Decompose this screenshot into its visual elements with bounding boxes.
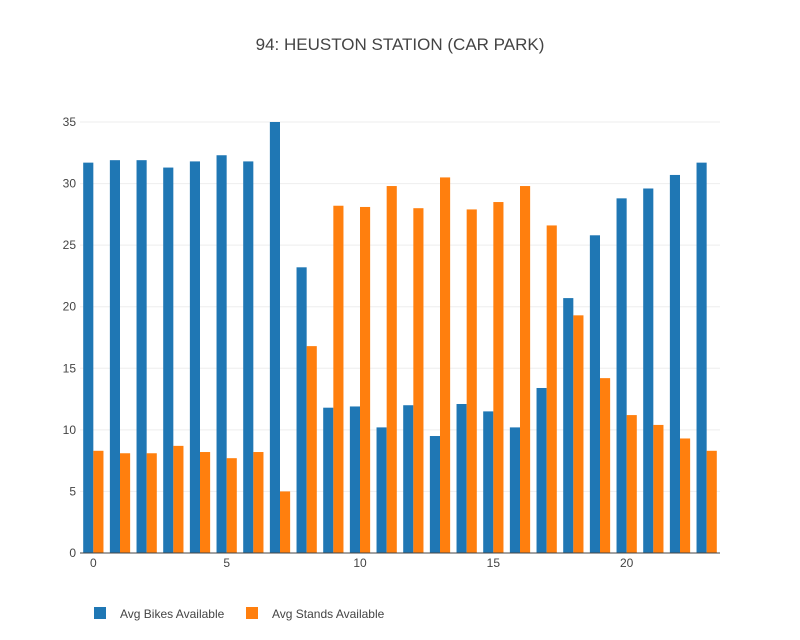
bar-bikes-hour-11[interactable] bbox=[376, 427, 387, 553]
bar-bikes-hour-15[interactable] bbox=[483, 411, 494, 553]
x-tick-label: 0 bbox=[90, 556, 97, 570]
bar-bikes-hour-4[interactable] bbox=[189, 161, 200, 554]
bar-bikes-hour-18[interactable] bbox=[563, 298, 574, 553]
y-tick-label: 15 bbox=[63, 361, 77, 375]
legend-swatch-bikes bbox=[94, 607, 106, 619]
bar-stands-hour-11[interactable] bbox=[386, 186, 397, 553]
bar-stands-hour-9[interactable] bbox=[333, 205, 344, 554]
bar-stands-hour-23[interactable] bbox=[706, 450, 717, 553]
bar-stands-hour-4[interactable] bbox=[200, 452, 211, 553]
bar-stands-hour-7[interactable] bbox=[280, 491, 291, 553]
gridlines bbox=[80, 121, 720, 492]
x-tick-label: 5 bbox=[223, 556, 230, 570]
bar-bikes-hour-0[interactable] bbox=[83, 162, 94, 553]
bar-bikes-hour-22[interactable] bbox=[669, 174, 680, 554]
bar-stands-hour-16[interactable] bbox=[520, 186, 531, 553]
bar-stands-hour-22[interactable] bbox=[680, 438, 691, 553]
bar-stands-hour-8[interactable] bbox=[306, 346, 317, 553]
bar-bikes-hour-8[interactable] bbox=[296, 267, 307, 553]
bar-stands-hour-14[interactable] bbox=[466, 209, 477, 553]
bar-bikes-hour-17[interactable] bbox=[536, 387, 547, 553]
bar-stands-hour-2[interactable] bbox=[146, 453, 157, 553]
y-tick-label: 25 bbox=[63, 238, 77, 252]
bar-stands-hour-5[interactable] bbox=[226, 458, 237, 553]
legend[interactable]: Avg Bikes Available Avg Stands Available bbox=[94, 607, 385, 621]
y-tick-label: 5 bbox=[69, 484, 76, 498]
bar-bikes-hour-1[interactable] bbox=[109, 160, 120, 553]
bar-bikes-hour-21[interactable] bbox=[643, 188, 654, 554]
legend-swatch-stands bbox=[246, 607, 258, 619]
bar-stands-hour-17[interactable] bbox=[546, 225, 557, 553]
bar-bikes-hour-12[interactable] bbox=[403, 405, 414, 553]
y-tick-label: 35 bbox=[63, 115, 77, 129]
y-tick-label: 0 bbox=[69, 546, 76, 560]
bar-bikes-hour-20[interactable] bbox=[616, 198, 627, 553]
chart-title: 94: HEUSTON STATION (CAR PARK) bbox=[256, 35, 545, 54]
bar-stands-hour-21[interactable] bbox=[653, 424, 664, 553]
x-axis-ticks: 0 5 10 15 20 bbox=[90, 556, 634, 570]
y-axis-ticks: 0 5 10 15 20 25 30 35 bbox=[63, 115, 77, 560]
bar-stands-hour-0[interactable] bbox=[93, 450, 104, 553]
legend-item-stands[interactable]: Avg Stands Available bbox=[246, 607, 385, 621]
bar-stands-hour-18[interactable] bbox=[573, 315, 584, 553]
bar-stands-hour-6[interactable] bbox=[253, 452, 264, 553]
bar-stands-hour-3[interactable] bbox=[173, 445, 184, 553]
bar-bikes-hour-13[interactable] bbox=[429, 436, 440, 553]
bar-stands-hour-12[interactable] bbox=[413, 208, 424, 553]
bar-bikes-hour-5[interactable] bbox=[216, 155, 227, 553]
y-tick-label: 10 bbox=[63, 423, 77, 437]
bar-stands-hour-19[interactable] bbox=[600, 378, 611, 553]
bar-stands-hour-15[interactable] bbox=[493, 202, 504, 554]
bar-bikes-hour-9[interactable] bbox=[323, 407, 334, 553]
bar-stands-hour-13[interactable] bbox=[440, 177, 451, 553]
bar-bikes-hour-7[interactable] bbox=[269, 122, 280, 553]
bars bbox=[83, 122, 717, 554]
bar-stands-hour-20[interactable] bbox=[626, 415, 637, 553]
x-tick-label: 10 bbox=[353, 556, 367, 570]
bar-bikes-hour-2[interactable] bbox=[136, 160, 147, 553]
bar-bikes-hour-19[interactable] bbox=[589, 235, 600, 553]
bar-bikes-hour-10[interactable] bbox=[349, 406, 360, 553]
bar-stands-hour-1[interactable] bbox=[120, 453, 131, 553]
bar-stands-hour-10[interactable] bbox=[360, 206, 371, 553]
x-tick-label: 15 bbox=[487, 556, 501, 570]
x-tick-label: 20 bbox=[620, 556, 634, 570]
bar-bikes-hour-3[interactable] bbox=[163, 167, 174, 553]
y-tick-label: 20 bbox=[63, 300, 77, 314]
bar-bikes-hour-23[interactable] bbox=[696, 162, 707, 553]
legend-item-bikes[interactable]: Avg Bikes Available bbox=[94, 607, 225, 621]
bar-bikes-hour-16[interactable] bbox=[509, 427, 520, 553]
legend-label-bikes: Avg Bikes Available bbox=[120, 607, 225, 621]
bar-bikes-hour-14[interactable] bbox=[456, 403, 467, 553]
y-tick-label: 30 bbox=[63, 177, 77, 191]
legend-label-stands: Avg Stands Available bbox=[272, 607, 385, 621]
bar-bikes-hour-6[interactable] bbox=[243, 161, 254, 554]
